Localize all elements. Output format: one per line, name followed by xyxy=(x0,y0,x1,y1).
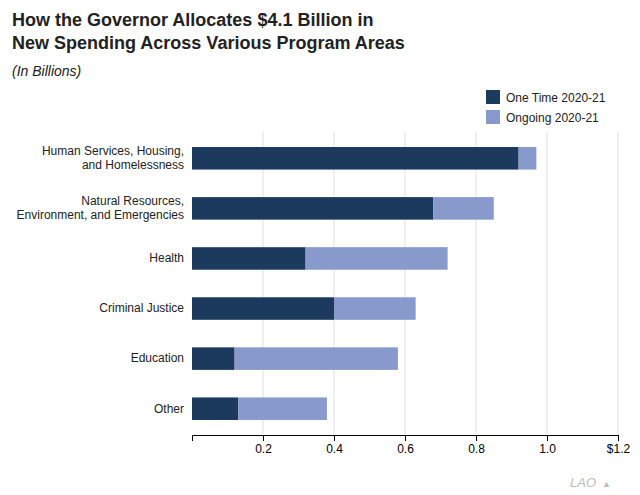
tick: 0.6 xyxy=(397,435,414,456)
tick-mark xyxy=(405,435,406,441)
tick-label: Health xyxy=(149,251,184,265)
bar xyxy=(192,297,334,320)
bar xyxy=(192,197,433,220)
bar xyxy=(192,347,235,370)
bar xyxy=(192,247,306,270)
watermark: LAO xyxy=(570,475,596,490)
tick-label: 0.2 xyxy=(255,442,272,456)
grid-line xyxy=(334,132,335,435)
tick-label: Education xyxy=(131,351,184,365)
tick: 0.8 xyxy=(468,435,485,456)
tick-label: 0.4 xyxy=(326,442,343,456)
tick: 1.0 xyxy=(539,435,556,456)
watermark-mark: ▲ xyxy=(602,479,611,489)
bar xyxy=(334,297,416,320)
tick: Health xyxy=(149,251,192,265)
bar xyxy=(192,147,519,170)
tick: Education xyxy=(131,351,192,365)
grid-line xyxy=(263,132,264,435)
plot: 0.2 0.4 0.6 0.8 1.0 $1.2 Human Services, Housi… xyxy=(17,132,631,456)
tick-label: Other xyxy=(154,402,184,416)
tick-label: 0.8 xyxy=(468,442,485,456)
bar xyxy=(433,197,493,220)
tick-label: $1.2 xyxy=(607,442,631,456)
tick: Criminal Justice xyxy=(99,301,192,315)
grid-line xyxy=(476,132,477,435)
tick-mark xyxy=(476,435,477,441)
grid-line xyxy=(405,132,406,435)
tick: Human Services, Housing,and Homelessness xyxy=(42,144,192,172)
tick: Natural Resources,Environment, and Emerg… xyxy=(17,194,192,222)
legend: One Time 2020-21 Ongoing 2020-21 xyxy=(486,90,606,125)
legend-swatch xyxy=(486,110,500,124)
legend-item: Ongoing 2020-21 xyxy=(486,110,599,125)
series xyxy=(192,147,519,420)
bar xyxy=(306,247,448,270)
bar xyxy=(519,147,537,170)
chart: How the Governor Allocates $4.1 Billion … xyxy=(0,0,640,495)
tick: $1.2 xyxy=(607,435,631,456)
tick-label: Criminal Justice xyxy=(99,301,184,315)
grid-line xyxy=(618,132,619,435)
tick-label: 1.0 xyxy=(539,442,556,456)
axis-line xyxy=(193,436,619,442)
bar xyxy=(238,397,327,420)
tick-label: 0.6 xyxy=(397,442,414,456)
legend-label: Ongoing 2020-21 xyxy=(506,111,599,125)
tick: 0.2 xyxy=(255,435,272,456)
subtitle: (In Billions) xyxy=(12,63,81,79)
x-axis: 0.2 0.4 0.6 0.8 1.0 $1.2 xyxy=(193,435,631,456)
tick-mark xyxy=(334,435,335,441)
tick: Other xyxy=(154,402,192,416)
title: How the Governor Allocates $4.1 Billion … xyxy=(12,10,405,53)
grid xyxy=(263,132,618,435)
tick-label: Natural Resources,Environment, and Emerg… xyxy=(17,194,184,222)
legend-label: One Time 2020-21 xyxy=(506,91,606,105)
tick-mark xyxy=(618,435,619,441)
grid-line xyxy=(547,132,548,435)
tick: 0.4 xyxy=(326,435,343,456)
tick-label: Human Services, Housing,and Homelessness xyxy=(42,144,184,172)
bar xyxy=(235,347,398,370)
bar xyxy=(192,397,238,420)
bars xyxy=(192,147,536,420)
legend-item: One Time 2020-21 xyxy=(486,90,606,105)
tick-mark xyxy=(547,435,548,441)
series xyxy=(235,147,537,420)
y-axis: Human Services, Housing,and Homelessness… xyxy=(17,144,192,415)
legend-swatch xyxy=(486,90,500,104)
tick-mark xyxy=(263,435,264,441)
